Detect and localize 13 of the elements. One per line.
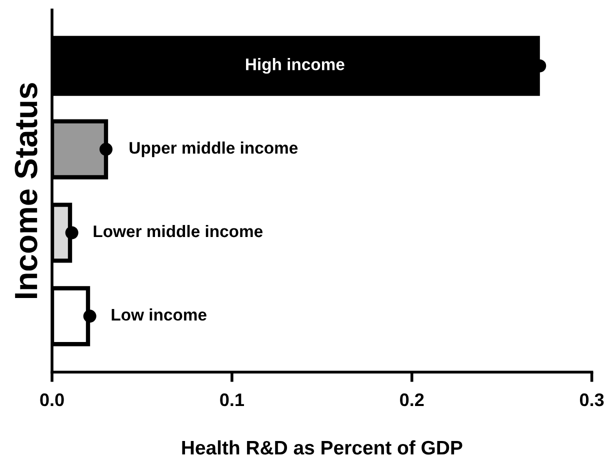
point bbox=[99, 142, 113, 156]
x-tick-label: 0.1 bbox=[220, 393, 244, 406]
x-tick-label: 0.0 bbox=[40, 393, 64, 406]
point bbox=[83, 310, 96, 323]
y-tick-label: Lower middle income bbox=[94, 224, 263, 238]
x-tick-label: 0.3 bbox=[580, 393, 604, 406]
x-axis-title: Health R&D as Percent of GDP bbox=[182, 440, 462, 455]
y-tick-label: Low income bbox=[112, 308, 206, 321]
y-tick-label: Upper middle income bbox=[130, 142, 298, 158]
point bbox=[65, 226, 78, 240]
y-tick-label: High income bbox=[246, 58, 344, 74]
y-axis-title: Income Status bbox=[14, 83, 38, 298]
x-tick-label: 0.2 bbox=[400, 393, 424, 406]
